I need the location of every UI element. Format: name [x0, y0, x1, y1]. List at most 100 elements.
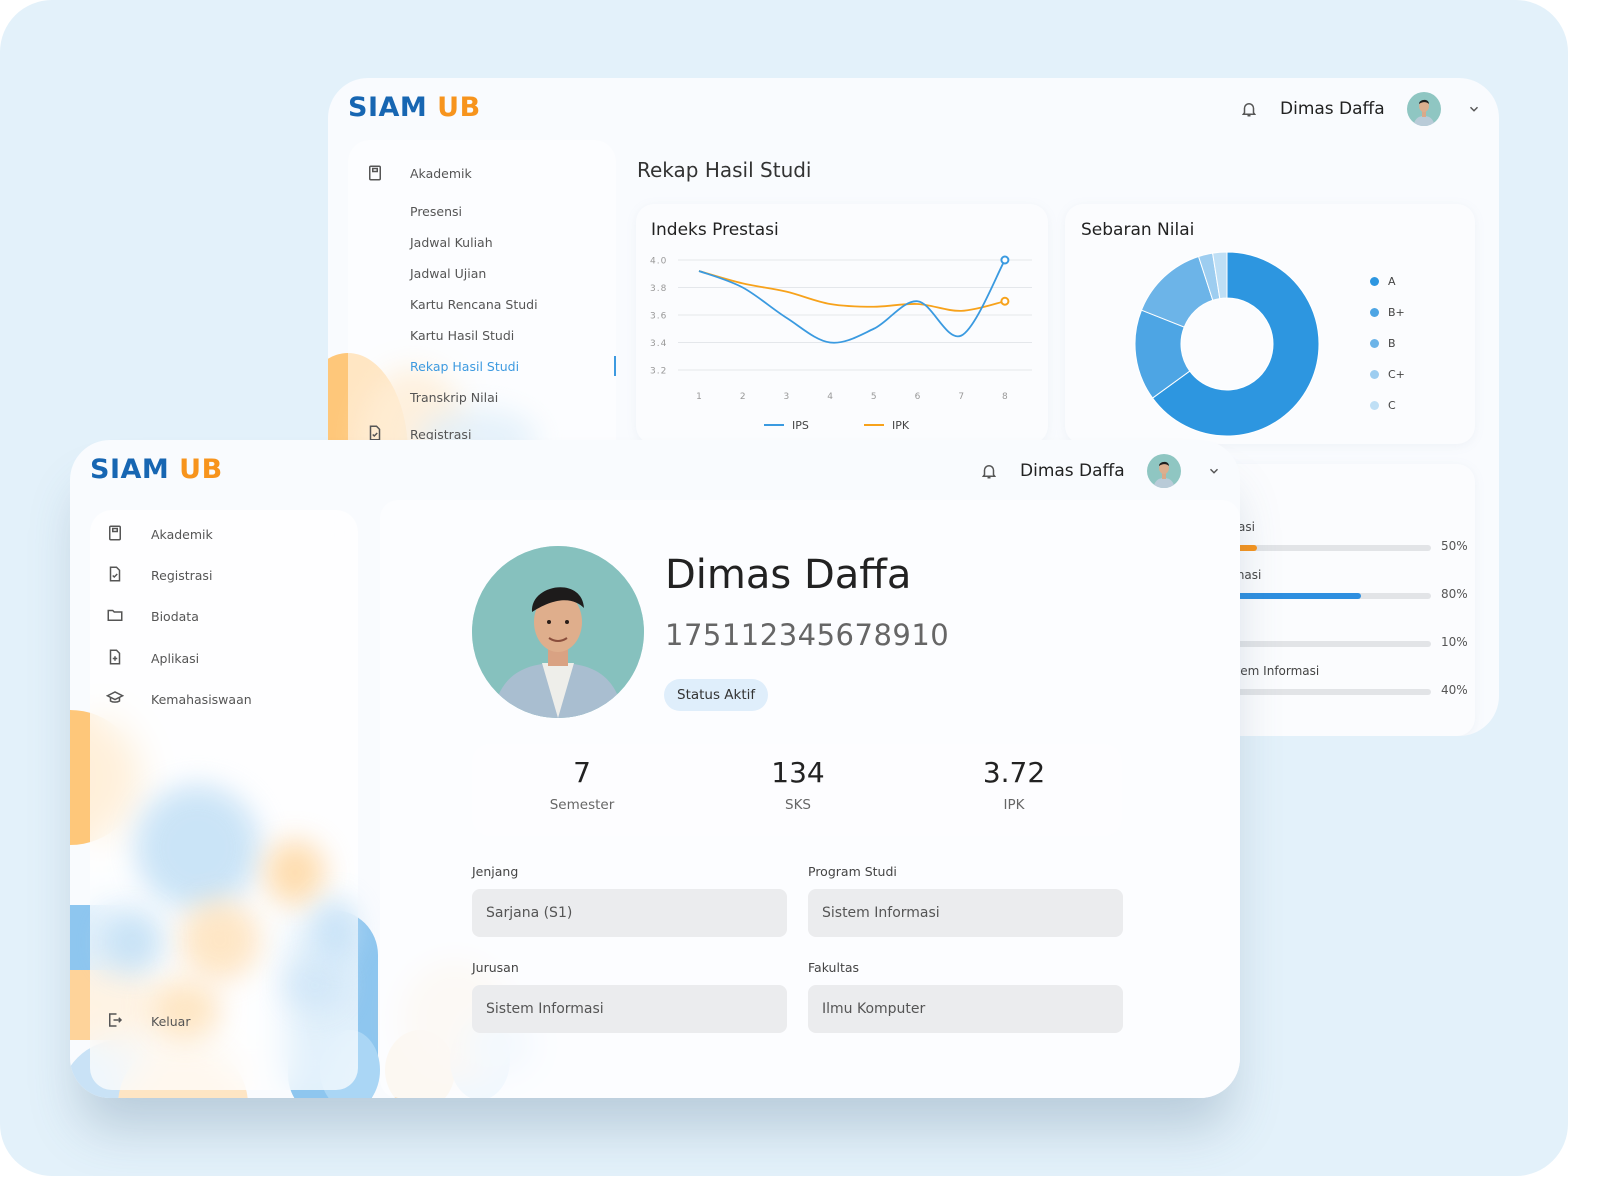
bell-icon[interactable] [1240, 100, 1258, 118]
bell-icon[interactable] [980, 462, 998, 480]
showcase-background: SIAM UB Dimas Daffa Akademik Presensi Ja… [0, 0, 1568, 1176]
sidebar-subitem-transkrip-nilai[interactable]: Transkrip Nilai [410, 390, 499, 405]
legend-dot [1370, 308, 1379, 317]
sidebar-item-label: Registrasi [151, 568, 213, 584]
decorative-blob [135, 785, 260, 910]
profile-name: Dimas Daffa [665, 552, 912, 598]
decorative-blob [180, 900, 260, 980]
stats-summary: 7 Semester 134 SKS 3.72 IPK [472, 744, 1122, 836]
logout-icon [109, 1013, 123, 1027]
sidebar-item-akademik[interactable]: Akademik [90, 520, 358, 550]
biodata-content: Dimas Daffa 175112345678910 Status Aktif… [380, 500, 1240, 1098]
card-title: Sebaran Nilai [1081, 220, 1195, 240]
avatar[interactable] [1146, 454, 1181, 488]
jurusan-field[interactable] [472, 985, 787, 1033]
siam-ub-logo[interactable]: SIAM UB [90, 454, 223, 485]
page-title: Rekap Hasil Studi [637, 158, 812, 182]
status-badge: Status Aktif [664, 679, 769, 711]
progress-percent: 80% [1441, 587, 1468, 601]
profile-nim: 175112345678910 [665, 618, 950, 652]
svg-text:7: 7 [958, 392, 964, 402]
file-plus-icon [109, 649, 121, 665]
legend-label: C [1388, 399, 1396, 412]
sidebar-item-label: Akademik [151, 527, 213, 542]
profile-photo [472, 546, 644, 718]
svg-text:3.4: 3.4 [650, 339, 667, 349]
legend-label: C+ [1388, 368, 1405, 381]
progress-label: asi [1238, 520, 1255, 534]
sidebar-item-kemahasiswaan[interactable]: Kemahasiswaan [90, 685, 358, 715]
legend-dot [1370, 401, 1379, 410]
sidebar-subitem-jadwal-ujian[interactable]: Jadwal Ujian [410, 266, 487, 281]
sidebar-item-registrasi[interactable]: Registrasi [90, 561, 358, 591]
sidebar-subitem-presensi[interactable]: Presensi [410, 204, 462, 219]
graduation-cap-icon [106, 690, 124, 703]
sidebar-item-label: Akademik [410, 166, 472, 181]
legend-item[interactable]: A [1370, 275, 1396, 288]
svg-text:6: 6 [915, 392, 921, 402]
svg-text:IPS: IPS [792, 419, 809, 432]
jenjang-field[interactable] [472, 889, 787, 937]
decorative-blob [150, 980, 220, 1040]
sidebar-subitem-jadwal-kuliah[interactable]: Jadwal Kuliah [410, 235, 493, 250]
svg-text:4: 4 [827, 392, 833, 402]
avatar[interactable] [1406, 92, 1441, 126]
front-window-biodata: SIAM UB Dimas Daffa Akademik Registrasi … [70, 440, 1240, 1098]
topbar-user-area: Dimas Daffa [1240, 92, 1481, 126]
svg-text:3: 3 [784, 392, 790, 402]
legend-item[interactable]: B+ [1370, 306, 1405, 319]
fakultas-field[interactable] [808, 985, 1123, 1033]
file-check-icon [369, 425, 381, 441]
user-name[interactable]: Dimas Daffa [1280, 99, 1385, 119]
decorative-blob [265, 840, 325, 905]
siam-ub-logo[interactable]: SIAM UB [348, 92, 481, 123]
decorative-blob [315, 900, 355, 960]
sidebar-subitem-rekap-hasil-studi[interactable]: Rekap Hasil Studi [410, 359, 520, 374]
svg-text:5: 5 [871, 392, 877, 402]
legend-item[interactable]: B [1370, 337, 1396, 350]
legend-dot [1370, 370, 1379, 379]
sidebar-subitem-kartu-rencana-studi[interactable]: Kartu Rencana Studi [410, 297, 538, 312]
sidebar-item-label: Aplikasi [151, 650, 200, 666]
folder-icon [107, 610, 123, 622]
fakultas-label: Fakultas [808, 960, 860, 975]
file-check-icon [109, 566, 121, 582]
program-studi-field[interactable] [808, 889, 1123, 937]
legend-label: A [1388, 275, 1396, 288]
stat-semester: 7 Semester [549, 756, 615, 813]
sidebar-item-aplikasi[interactable]: Aplikasi [90, 644, 358, 674]
svg-text:8: 8 [1002, 392, 1008, 402]
program-studi-label: Program Studi [808, 864, 897, 879]
book-icon [109, 525, 121, 541]
sidebar-item-label: Keluar [151, 1014, 191, 1029]
legend-item[interactable]: C+ [1370, 368, 1405, 381]
indeks-prestasi-line-chart: 4.0 3.8 3.6 3.4 3.2 1 2 3 4 5 6 7 8 IPS IPK [650, 255, 1032, 432]
progress-label: istem Informasi [1226, 664, 1320, 678]
card-title: Indeks Prestasi [651, 220, 779, 240]
sidebar-subitem-kartu-hasil-studi[interactable]: Kartu Hasil Studi [410, 328, 515, 343]
jurusan-label: Jurusan [472, 960, 519, 975]
sebaran-nilai-donut-chart [1134, 251, 1320, 437]
svg-text:3.8: 3.8 [650, 284, 667, 294]
sebaran-nilai-card: Sebaran Nilai A B+ B C+ C [1065, 204, 1475, 444]
sidebar-item-label: Biodata [151, 609, 199, 625]
legend-label: B [1388, 337, 1396, 350]
decorative-blob [285, 960, 345, 1010]
sidebar-item-biodata[interactable]: Biodata [90, 602, 358, 632]
progress-percent: 10% [1441, 635, 1468, 649]
legend-dot [1370, 277, 1379, 286]
legend-dot [1370, 339, 1379, 348]
indeks-prestasi-card: Indeks Prestasi 4.0 3.8 3.6 3.4 3.2 1 2 3 4 5 6 7 8 I… [636, 204, 1048, 444]
svg-text:IPK: IPK [892, 419, 910, 432]
chevron-down-icon[interactable] [1467, 102, 1481, 116]
svg-text:3.6: 3.6 [650, 312, 667, 322]
sidebar-item-keluar[interactable]: Keluar [90, 1007, 358, 1037]
user-name[interactable]: Dimas Daffa [1020, 461, 1125, 481]
chevron-down-icon[interactable] [1207, 464, 1221, 478]
legend-item[interactable]: C [1370, 399, 1396, 412]
svg-text:1: 1 [696, 392, 702, 402]
jenjang-label: Jenjang [472, 864, 519, 879]
stat-ipk: 3.72 IPK [982, 756, 1046, 813]
progress-percent: 40% [1441, 683, 1468, 697]
active-indicator [614, 356, 616, 376]
